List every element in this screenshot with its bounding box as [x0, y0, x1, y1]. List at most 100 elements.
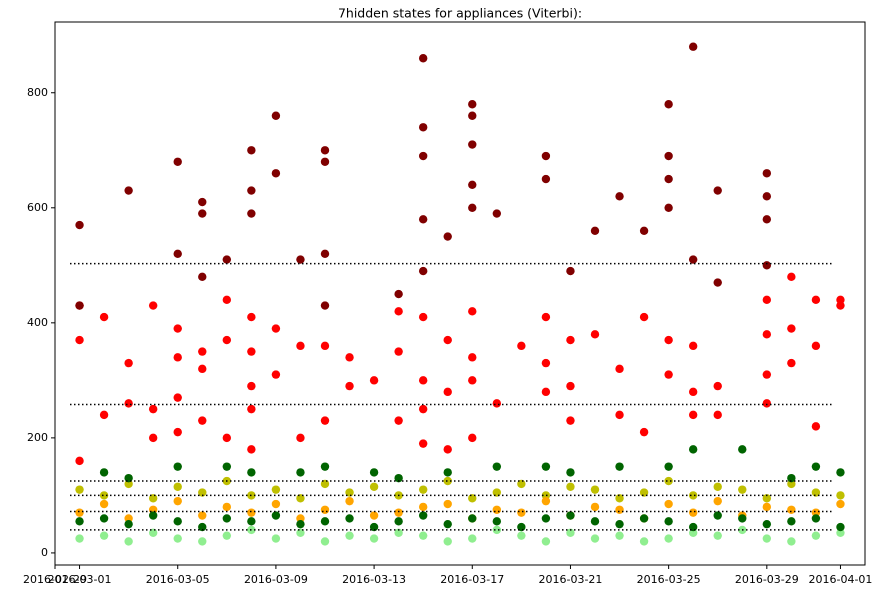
point: [468, 376, 477, 385]
point: [688, 508, 698, 517]
point: [664, 462, 673, 471]
point: [590, 330, 600, 339]
point: [394, 528, 403, 537]
point: [811, 514, 821, 523]
point: [124, 399, 133, 408]
point: [75, 456, 84, 466]
point: [173, 517, 182, 526]
x-tick-label: 2016-03-21: [538, 573, 602, 586]
point: [836, 468, 845, 477]
point: [541, 496, 551, 506]
point: [148, 511, 158, 520]
point: [418, 266, 428, 276]
point: [296, 468, 305, 477]
point: [443, 468, 452, 477]
point: [443, 537, 452, 546]
y-tick-label: 800: [27, 86, 48, 99]
point: [247, 186, 256, 195]
point: [320, 249, 330, 259]
point: [99, 468, 109, 477]
point: [418, 531, 428, 540]
point: [443, 499, 452, 509]
point: [787, 537, 796, 546]
point: [762, 370, 772, 379]
point: [320, 517, 330, 526]
point: [517, 341, 526, 351]
point: [811, 422, 821, 431]
plot-frame: [54, 21, 866, 566]
point: [369, 468, 379, 477]
point: [99, 491, 109, 500]
point: [787, 473, 796, 483]
point: [541, 514, 551, 523]
point: [615, 462, 624, 471]
point: [566, 528, 575, 537]
point: [517, 479, 526, 489]
point: [394, 307, 403, 316]
x-tick-label: 2016-03-25: [637, 573, 701, 586]
point: [247, 508, 256, 517]
point: [418, 404, 428, 414]
point: [836, 499, 845, 509]
point: [590, 517, 600, 526]
point: [468, 433, 477, 443]
point: [148, 528, 158, 537]
point: [75, 485, 84, 494]
point: [198, 197, 207, 207]
point: [738, 485, 747, 494]
point: [296, 528, 305, 537]
point: [762, 192, 772, 201]
point: [443, 519, 452, 529]
point: [664, 499, 673, 509]
point: [222, 462, 232, 471]
point: [222, 514, 232, 523]
point: [738, 514, 747, 523]
point: [468, 140, 477, 149]
point: [247, 146, 256, 155]
point: [271, 370, 281, 379]
point: [296, 433, 305, 443]
point: [99, 410, 109, 420]
point: [247, 404, 256, 414]
point: [787, 517, 796, 526]
point: [247, 312, 256, 322]
point: [418, 511, 428, 520]
point: [394, 416, 403, 425]
point: [198, 209, 207, 218]
point: [345, 531, 354, 540]
point: [664, 151, 673, 161]
point: [173, 249, 182, 259]
point: [590, 534, 600, 543]
point: [639, 427, 649, 437]
point: [99, 514, 109, 523]
x-tick-label: 2016-03-01: [48, 573, 112, 586]
point: [173, 462, 182, 471]
point: [615, 494, 624, 503]
point: [468, 494, 477, 503]
point: [418, 502, 428, 512]
point: [198, 272, 207, 282]
point: [688, 255, 698, 264]
point: [173, 427, 182, 437]
point: [738, 445, 747, 454]
point: [762, 261, 772, 270]
point: [320, 341, 330, 351]
point: [222, 255, 232, 264]
point: [541, 151, 551, 161]
point: [688, 341, 698, 351]
point: [688, 42, 698, 51]
point: [345, 496, 354, 506]
point: [468, 111, 477, 120]
point: [394, 473, 403, 483]
point: [124, 479, 133, 489]
point: [566, 482, 575, 491]
point: [247, 347, 256, 356]
point: [198, 416, 207, 425]
point: [124, 537, 133, 546]
point: [836, 522, 845, 532]
point: [492, 209, 502, 218]
point: [688, 491, 698, 500]
point: [762, 169, 772, 178]
point: [173, 534, 182, 543]
